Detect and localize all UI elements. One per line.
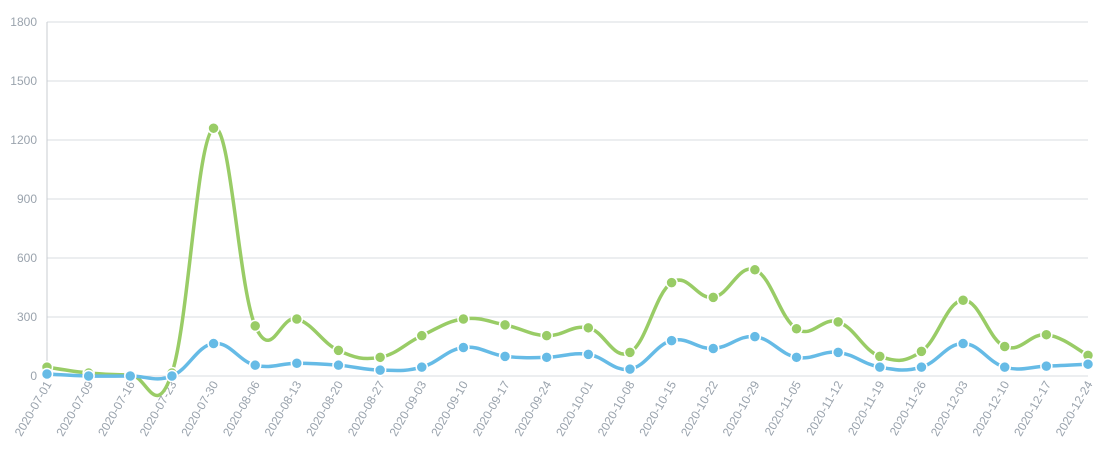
data-point (498, 318, 512, 332)
data-point (1040, 359, 1053, 373)
data-point (40, 367, 54, 381)
x-tick-label: 2020-08-20 (303, 378, 346, 438)
data-point (665, 334, 678, 347)
data-point (706, 291, 720, 304)
data-point (248, 358, 262, 372)
data-point (748, 263, 762, 277)
x-tick-label: 2020-09-10 (428, 378, 471, 438)
data-point (290, 312, 304, 326)
data-point (956, 294, 970, 307)
data-point (623, 346, 637, 359)
data-point (706, 342, 720, 355)
x-tick-label: 2020-10-15 (636, 378, 679, 438)
y-tick-label: 900 (17, 192, 37, 206)
data-point (790, 351, 803, 364)
x-tick-label: 2020-08-06 (220, 378, 263, 438)
x-tick-label: 2020-07-23 (137, 378, 180, 438)
data-point (1040, 328, 1053, 341)
data-point (998, 340, 1011, 353)
series-2 (40, 330, 1095, 383)
data-point (831, 315, 845, 329)
x-tick-label: 2020-09-24 (511, 378, 554, 438)
data-point (790, 322, 803, 336)
x-axis: 2020-07-012020-07-092020-07-162020-07-23… (12, 378, 1096, 438)
data-point (332, 358, 345, 372)
x-tick-label: 2020-11-26 (887, 378, 930, 438)
data-point (373, 363, 387, 377)
data-point (248, 319, 262, 333)
data-point (457, 341, 470, 354)
x-tick-label: 2020-07-16 (95, 378, 138, 438)
x-tick-label: 2020-12-10 (969, 378, 1012, 438)
data-point (373, 351, 387, 364)
data-point (915, 345, 928, 358)
y-tick-label: 1500 (10, 74, 37, 88)
y-tick-label: 600 (17, 251, 37, 265)
x-tick-label: 2020-12-17 (1011, 378, 1054, 438)
x-tick-label: 2020-08-27 (345, 378, 388, 438)
x-tick-label: 2020-08-13 (262, 378, 305, 438)
y-tick-label: 0 (30, 369, 37, 383)
x-tick-label: 2020-07-09 (53, 378, 96, 438)
data-point (498, 350, 512, 363)
data-point (415, 329, 429, 342)
data-point (82, 369, 95, 383)
x-tick-label: 2020-10-22 (678, 378, 721, 438)
x-tick-label: 2020-11-19 (845, 378, 888, 438)
data-point (540, 329, 553, 342)
data-point (665, 276, 678, 289)
data-point (165, 369, 179, 383)
y-tick-label: 1200 (10, 133, 37, 147)
series-line (45, 126, 1090, 398)
x-tick-label: 2020-07-01 (12, 378, 55, 438)
grid (46, 21, 1088, 377)
data-point (582, 321, 595, 335)
data-point (415, 360, 429, 374)
x-tick-label: 2020-11-12 (803, 378, 846, 438)
data-point (540, 351, 553, 364)
data-point (956, 337, 970, 350)
data-point (1081, 357, 1095, 371)
x-tick-label: 2020-07-30 (178, 378, 221, 438)
x-tick-label: 2020-10-29 (720, 378, 763, 438)
y-tick-label: 300 (17, 310, 37, 324)
data-point (332, 344, 345, 357)
y-axis: 0 300 600 900 1200 1500 1800 (10, 15, 37, 383)
data-point (124, 369, 137, 383)
x-tick-label: 2020-12-03 (928, 378, 971, 438)
x-tick-label: 2020-11-05 (762, 378, 805, 438)
data-point (207, 337, 220, 350)
y-tick-label: 1800 (10, 15, 37, 29)
series-1 (40, 121, 1095, 398)
data-point (582, 348, 595, 361)
data-point (873, 350, 887, 363)
data-point (915, 360, 928, 374)
x-tick-label: 2020-12-24 (1053, 378, 1096, 438)
data-point (457, 312, 470, 326)
data-point (748, 330, 762, 343)
x-tick-label: 2020-09-17 (470, 378, 513, 438)
data-point (831, 346, 845, 359)
data-point (998, 360, 1011, 374)
data-point (623, 362, 637, 376)
series-group (40, 121, 1095, 398)
data-point (290, 356, 304, 370)
data-point (207, 121, 220, 135)
x-tick-label: 2020-10-08 (595, 378, 638, 438)
x-tick-label: 2020-09-03 (387, 378, 430, 438)
x-tick-label: 2020-10-01 (553, 378, 596, 438)
data-point (873, 360, 887, 374)
